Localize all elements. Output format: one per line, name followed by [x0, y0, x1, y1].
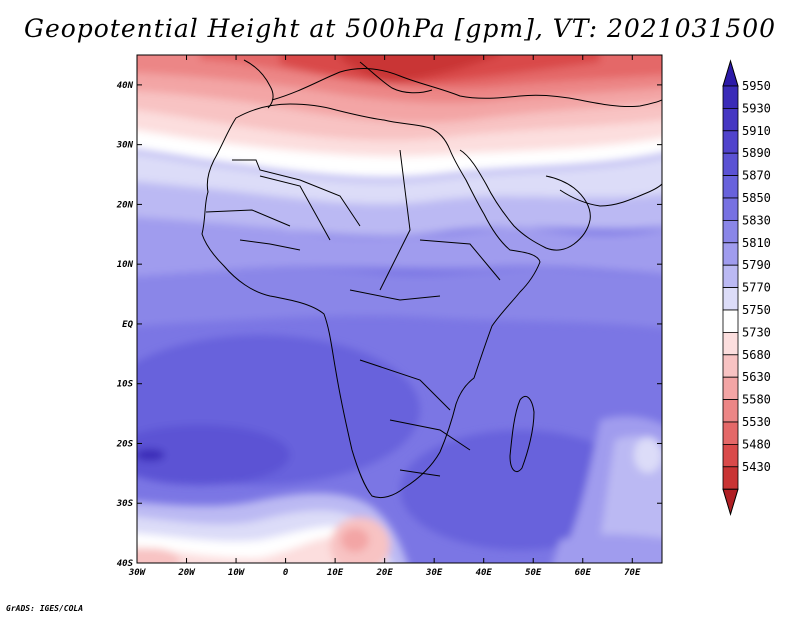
- geopotential-field: [137, 55, 662, 563]
- colorbar-label: 5530: [742, 415, 771, 429]
- colorbar-swatch: [722, 108, 739, 132]
- lon-tick-label: 20E: [376, 568, 394, 578]
- colorbar-swatch: [722, 287, 739, 311]
- lat-tick-label: 40N: [117, 81, 134, 91]
- colorbar-swatch: [722, 466, 739, 490]
- credit-label: GrADS: IGES/COLA: [6, 604, 84, 613]
- lon-tick-label: 60E: [575, 568, 592, 578]
- colorbar-label: 5930: [742, 101, 771, 115]
- lon-tick-label: 70E: [624, 568, 641, 578]
- colorbar-swatch: [722, 130, 739, 154]
- plot-frame: [136, 54, 663, 564]
- lon-tick-label: 20W: [177, 568, 196, 578]
- lat-tick-label: 20N: [116, 200, 134, 210]
- latitude-axis: 40N 30N 20N 10N EQ 10S 20S 30S 40S: [116, 81, 662, 569]
- lon-tick-label: 30W: [128, 568, 147, 578]
- lat-tick-label: 40S: [117, 559, 134, 569]
- colorbar-label: 5890: [742, 146, 771, 160]
- colorbar-swatch: [722, 242, 739, 266]
- colorbar-label: 5750: [742, 303, 771, 317]
- colorbar-swatch: [722, 219, 739, 244]
- colorbar-swatch: [722, 399, 739, 423]
- lat-tick-label: 20S: [116, 439, 134, 449]
- colorbar-label: 5630: [742, 370, 771, 384]
- colorbar-min-arrow: [722, 488, 739, 516]
- colorbar-label: 5580: [742, 393, 771, 407]
- lat-tick-label: 30S: [116, 499, 134, 509]
- map-title: Geopotential Height at 500hPa [gpm], VT:…: [23, 14, 777, 43]
- colorbar-swatch: [722, 197, 739, 221]
- colorbar-swatch: [722, 175, 739, 199]
- colorbar-label: 5810: [742, 236, 771, 250]
- lon-tick-label: 10W: [228, 568, 246, 578]
- colorbar-swatch: [722, 331, 739, 356]
- colorbar-swatch: [722, 152, 739, 176]
- colorbar-label: 5850: [742, 191, 771, 205]
- colorbar: 5950 5930 5910 5890 5870 5850 5830 5810 5790 5770…: [722, 59, 771, 516]
- lon-tick-label: 50E: [525, 568, 542, 578]
- colorbar-swatch: [722, 309, 739, 333]
- colorbar-swatch: [722, 264, 739, 289]
- colorbar-max-arrow: [722, 59, 739, 87]
- colorbar-label: 5680: [742, 348, 771, 362]
- colorbar-swatch: [722, 421, 739, 445]
- colorbar-label: 5950: [742, 79, 771, 93]
- colorbar-label: 5430: [742, 460, 771, 474]
- lat-tick-label: 10S: [117, 380, 134, 390]
- lat-tick-label: 30N: [116, 141, 134, 151]
- colorbar-label: 5830: [742, 213, 771, 227]
- colorbar-swatch: [722, 443, 739, 468]
- lat-tick-label: 10N: [117, 260, 134, 270]
- colorbar-label: 5910: [742, 124, 771, 138]
- colorbar-label: 5730: [742, 325, 771, 339]
- colorbar-label: 5480: [742, 437, 771, 451]
- lat-tick-label: EQ: [122, 320, 133, 330]
- longitude-axis: 30W 20W 10W 0 10E 20E 30E 40E 50E 60E 70E: [128, 55, 641, 578]
- coastlines: [201, 59, 662, 499]
- colorbar-swatch: [722, 85, 739, 109]
- lon-tick-label: 40E: [476, 568, 493, 578]
- lon-tick-label: 0: [283, 568, 289, 578]
- lon-tick-label: 30E: [425, 568, 443, 578]
- colorbar-swatch: [722, 354, 739, 378]
- colorbar-label: 5770: [742, 281, 771, 295]
- colorbar-label: 5870: [742, 169, 771, 183]
- colorbar-label: 5790: [742, 258, 771, 272]
- colorbar-swatch: [722, 376, 739, 401]
- lon-tick-label: 10E: [327, 568, 344, 578]
